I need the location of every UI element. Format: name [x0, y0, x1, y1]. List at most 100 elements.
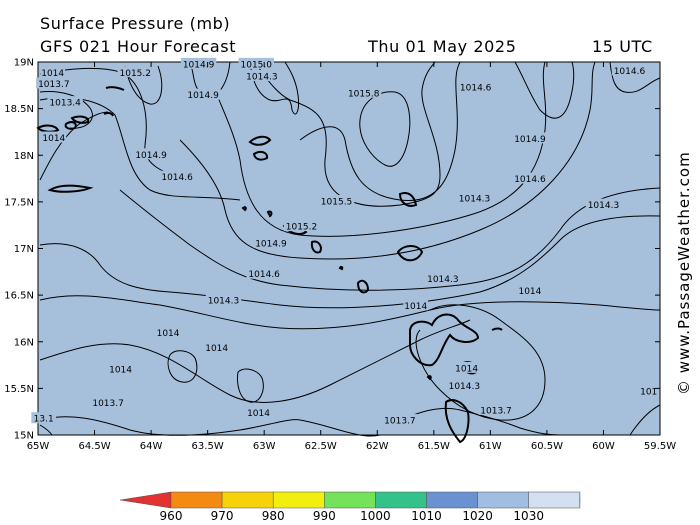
isobar-label-bg — [41, 131, 67, 143]
map-axes: 65W 64.5W 64W 63.5W 63W 62.5W 62W 61.5W 61W 60.5W… — [4, 58, 676, 453]
island-bvi — [103, 111, 114, 117]
x-tick-label: 63W — [253, 441, 276, 452]
isobar-label-bg — [238, 57, 274, 69]
isobar-label-bg — [585, 198, 622, 210]
isobar-label-bg — [346, 86, 382, 98]
colorbar-tick-label: 1020 — [462, 509, 493, 523]
isobar-line — [39, 319, 471, 403]
landmass-outlines — [36, 86, 503, 444]
y-tick-label: 17N — [14, 244, 34, 255]
colorbar-tick-label: 960 — [160, 509, 183, 523]
isobar-label-bg — [382, 414, 418, 426]
x-tick-label: 60.5W — [531, 441, 563, 452]
island-dominica — [444, 399, 470, 444]
y-tick-label: 17.5N — [4, 197, 34, 208]
isobar-label-bg — [159, 170, 195, 182]
isobar-line — [399, 407, 561, 436]
isobar-label-bg — [253, 236, 289, 248]
isobar-label: 1015.8 — [348, 89, 380, 99]
isobar-line — [167, 350, 198, 383]
island-st-thomas — [105, 86, 125, 91]
isobar-label-bg — [454, 361, 479, 373]
isobar-label-bg — [244, 69, 280, 81]
isobar-label: 1014 — [109, 365, 132, 375]
isobar-label: 1014 — [404, 302, 427, 312]
isobar-label: 1015.5 — [321, 197, 353, 207]
island-redonda — [338, 265, 344, 271]
isobar-label-bg — [133, 148, 169, 160]
isobar-line — [39, 111, 109, 181]
colorbar-segment — [375, 491, 427, 509]
island-anguilla — [248, 135, 272, 146]
isobar-label-bg — [457, 81, 494, 93]
isobar-label: 1015.2 — [286, 223, 318, 233]
isobar-label: 1014.6 — [460, 84, 492, 94]
x-tick-label: 61W — [479, 441, 502, 452]
island-st-croix — [47, 184, 94, 193]
isobar-label-bg — [185, 88, 221, 100]
isobar-label: 1013.4 — [49, 99, 81, 109]
isobar-labels: 1014 1013.7 1013.4 1014 1015.2 1014.9 1015.0 10… — [31, 57, 659, 427]
island-st-eustatius — [266, 210, 273, 218]
island-montserrat — [356, 279, 370, 294]
x-tick-label: 63.5W — [192, 441, 224, 452]
forecast-subtitle: GFS 021 Hour Forecast — [40, 37, 237, 56]
colorbar-segment — [528, 491, 581, 509]
isobar-label-bg — [246, 406, 271, 418]
y-tick-label: 15N — [14, 431, 34, 442]
colorbar-tick-label: 1000 — [360, 509, 391, 523]
isobar-line — [629, 404, 661, 436]
isobar-label-bg — [512, 132, 548, 144]
isobar-line — [179, 61, 596, 260]
isobar-label: 1014.9 — [183, 60, 215, 70]
isobar-label: 1014.9 — [135, 151, 167, 161]
isobar-label: 1014.9 — [514, 135, 546, 145]
isobar-label: 1014.3 — [246, 72, 278, 82]
isobar-label-bg — [403, 299, 429, 311]
isobar-line — [237, 368, 264, 403]
isobar-label: 1014 — [247, 409, 270, 419]
island-saba — [241, 206, 247, 212]
pressure-colorbar: 960 970 980 990 1000 1010 1020 1030 — [119, 491, 581, 523]
isobar-label: 1014 — [455, 364, 478, 374]
isobar-label-bg — [517, 284, 543, 296]
x-tick-label: 60W — [592, 441, 615, 452]
isobar-label-bg — [36, 77, 72, 89]
x-tick-label: 61.5W — [418, 441, 450, 452]
y-tick-label: 16.5N — [4, 291, 34, 302]
colorbar-segment — [221, 491, 274, 509]
colorbar-low-cap — [119, 491, 172, 509]
y-tick-label: 15.5N — [4, 384, 34, 395]
isobar-label: 1013.7 — [480, 406, 512, 416]
isobar-label-bg — [205, 293, 242, 305]
x-tick-label: 62.5W — [305, 441, 337, 452]
island-saba-bank — [426, 375, 432, 381]
isobar-line — [39, 295, 661, 330]
isobar-line — [514, 61, 575, 119]
isobar-label: 1014 — [41, 69, 64, 79]
isobar-label: 1015.2 — [120, 69, 152, 79]
isobar-label-bg — [639, 385, 659, 397]
colorbar-tick-label: 1030 — [513, 509, 544, 523]
isobar-label-bg — [31, 412, 56, 424]
isobar-label-bg — [40, 66, 66, 78]
isobar-line — [39, 424, 53, 436]
isobar-line — [415, 304, 546, 421]
island-st-martin — [252, 150, 269, 161]
isobar-line — [39, 97, 241, 201]
isobar-label-bg — [283, 220, 320, 232]
x-tick-label: 64.5W — [78, 441, 110, 452]
isobar-line — [39, 416, 381, 437]
isobar-label: 1014.6 — [161, 173, 193, 183]
isobar-line — [299, 61, 461, 201]
isobar-label-bg — [204, 341, 229, 353]
isobar-label-bg — [155, 326, 181, 338]
isobar-label-bg — [478, 403, 514, 415]
y-tick-label: 18N — [14, 151, 34, 162]
y-tick-label: 19N — [14, 58, 34, 69]
isobar-label-bg — [512, 172, 548, 184]
isobar-label: 1015.0 — [241, 60, 273, 70]
isobar-line — [124, 65, 163, 105]
isobar-label: 1014 — [42, 134, 65, 144]
